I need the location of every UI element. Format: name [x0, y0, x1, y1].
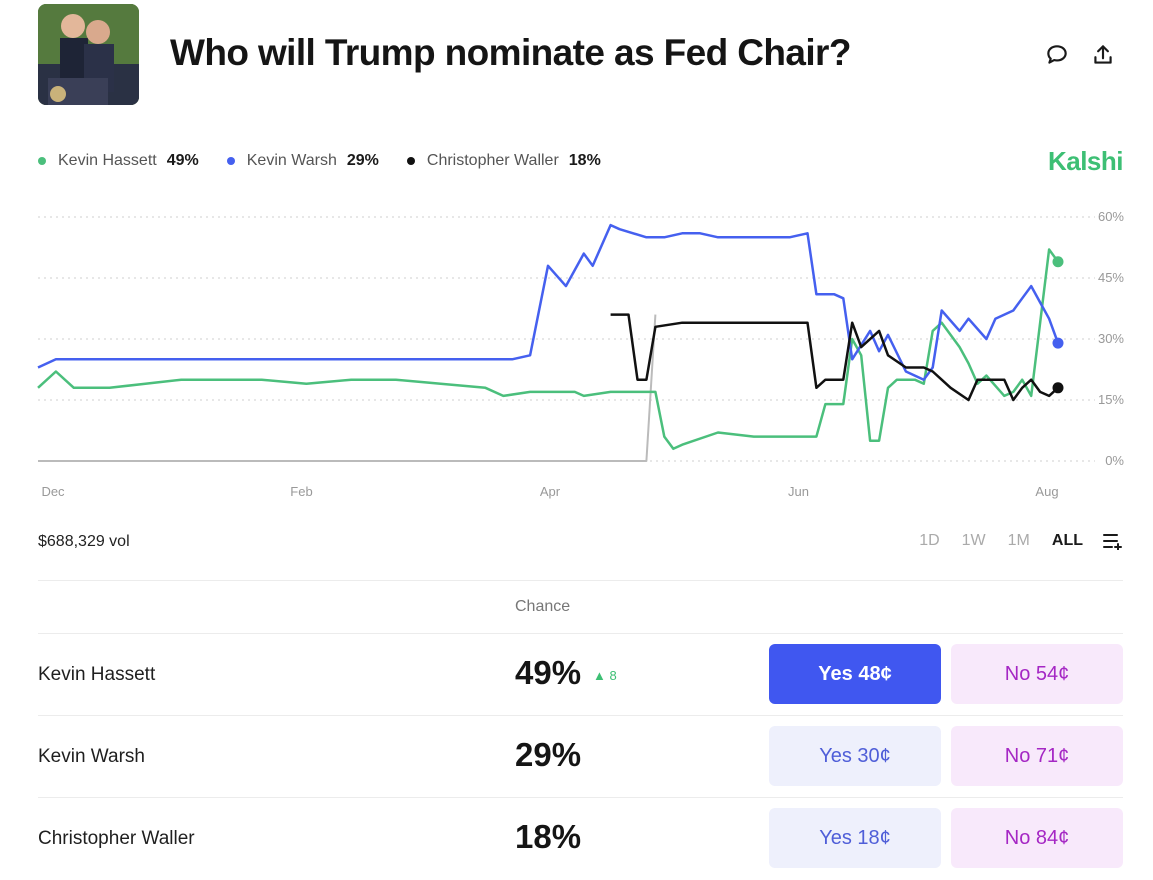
series-line [37, 223, 1060, 381]
price-chart-svg: 0% 15% 30% 45% 60% Dec Feb Apr Jun Aug [37, 209, 1124, 499]
divider [38, 633, 1123, 634]
outcome-name: Christopher Waller [38, 828, 195, 849]
y-tick-label: 45% [1098, 270, 1124, 285]
yes-button[interactable]: Yes 18¢ [769, 808, 941, 868]
outcome-name: Kevin Warsh [38, 746, 145, 767]
legend-pct: 29% [346, 152, 379, 169]
range-all-button[interactable]: ALL [1051, 532, 1083, 549]
legend-item-warsh: Kevin Warsh 29% [226, 152, 379, 170]
series-endpoint [1052, 337, 1064, 349]
series-line [610, 313, 1059, 402]
comment-icon[interactable] [1044, 42, 1070, 68]
divider [38, 715, 1123, 716]
series-endpoint [1052, 382, 1064, 394]
range-1w-button[interactable]: 1W [961, 532, 986, 549]
y-tick-label: 15% [1098, 392, 1124, 407]
legend-dot [406, 157, 415, 165]
outcome-chance: 49% [515, 654, 582, 691]
outcome-row-waller: Christopher Waller 18% Yes 18¢ No 84¢ [38, 798, 1123, 880]
legend-pct: 49% [166, 152, 199, 169]
x-tick-label: Dec [41, 484, 65, 499]
no-button[interactable]: No 84¢ [951, 808, 1123, 868]
chance-change-value: 8 [609, 668, 617, 683]
no-button[interactable]: No 71¢ [951, 726, 1123, 786]
legend-dot [226, 157, 235, 165]
arrow-up-icon: ▲ [593, 668, 606, 683]
legend-label: Kevin Warsh [246, 152, 337, 169]
series-line [37, 248, 1060, 451]
market-photo-icon [38, 4, 139, 105]
yes-button[interactable]: Yes 48¢ [769, 644, 941, 704]
x-tick-label: Jun [788, 484, 809, 499]
x-tick-label: Aug [1035, 484, 1058, 499]
page-title: Who will Trump nominate as Fed Chair? [170, 32, 851, 73]
outcome-name: Kevin Hassett [38, 664, 156, 685]
range-1m-button[interactable]: 1M [1007, 532, 1030, 549]
y-tick-label: 30% [1098, 331, 1124, 346]
series-line [38, 314, 657, 462]
chance-column-header: Chance [515, 598, 571, 615]
y-tick-label: 0% [1105, 453, 1124, 468]
divider [38, 580, 1123, 581]
chart-legend: Kevin Hassett 49% Kevin Warsh 29% Christ… [38, 152, 629, 170]
yes-button[interactable]: Yes 30¢ [769, 726, 941, 786]
legend-dot [38, 157, 46, 165]
y-tick-label: 60% [1098, 209, 1124, 224]
share-icon[interactable] [1090, 42, 1116, 68]
legend-label: Kevin Hassett [58, 152, 157, 169]
brand-logo: Kalshi [1047, 146, 1124, 176]
market-header: Who will Trump nominate as Fed Chair? [38, 4, 1153, 106]
price-chart[interactable]: 0% 15% 30% 45% 60% Dec Feb Apr Jun Aug [0, 200, 1153, 510]
no-button[interactable]: No 54¢ [951, 644, 1123, 704]
range-1d-button[interactable]: 1D [919, 532, 940, 549]
divider [38, 797, 1123, 798]
outcome-row-warsh: Kevin Warsh 29% Yes 30¢ No 71¢ [38, 716, 1123, 798]
legend-pct: 18% [568, 152, 601, 169]
x-tick-label: Feb [290, 484, 312, 499]
legend-item-hassett: Kevin Hassett 49% [38, 152, 199, 170]
outcome-chance: 18% [515, 818, 582, 855]
chance-change: ▲ 8 [593, 668, 617, 683]
volume-label: $688,329 vol [38, 533, 130, 550]
add-to-list-icon[interactable] [1103, 532, 1125, 551]
outcome-row-hassett: Kevin Hassett 49% ▲ 8 Yes 48¢ No 54¢ [38, 634, 1123, 716]
range-selector: 1D 1W 1M ALL [897, 532, 1125, 551]
legend-label: Christopher Waller [426, 152, 559, 169]
outcome-chance: 29% [515, 736, 582, 773]
x-tick-label: Apr [540, 484, 561, 499]
series-endpoint [1052, 256, 1064, 268]
legend-item-waller: Christopher Waller 18% [406, 152, 601, 170]
